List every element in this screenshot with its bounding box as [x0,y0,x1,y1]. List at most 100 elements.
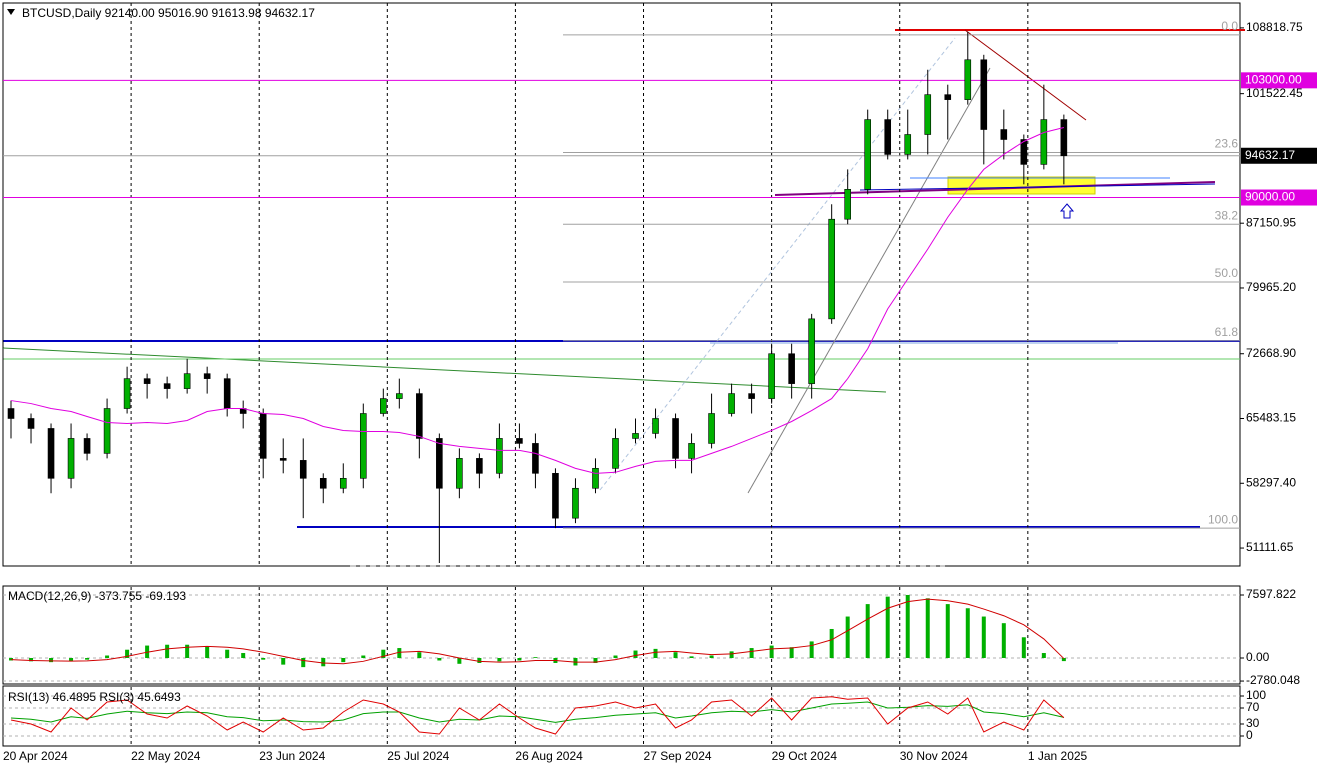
trendline [2,347,887,393]
macd-bar [533,657,538,659]
x-tick-label: 25 Jul 2024 [387,749,449,763]
macd-bar [905,594,910,659]
x-tick-label: 20 Apr 2024 [3,749,68,763]
candle-body [27,418,35,429]
candle-body [904,134,912,155]
price-label-box [1241,147,1317,164]
candle-body [592,468,599,489]
y-tick-label: 108818.75 [1246,20,1303,34]
y-tick-label: 58297.40 [1246,475,1296,489]
x-tick-label: 22 May 2024 [131,749,201,763]
macd-bar [477,658,482,663]
candle-body [884,119,892,155]
macd-bar [789,647,794,659]
candle-body [748,393,755,399]
macd-bar [829,628,834,659]
candle-body [47,428,55,479]
candle-body [708,413,715,444]
x-tick-label: 1 Jan 2025 [1028,749,1088,763]
macd-bar [69,658,74,662]
macd-bar [105,655,110,659]
candle-body [143,378,151,384]
candle-body [436,438,443,489]
y-tick-label: 7597.822 [1246,587,1296,601]
fib-label: 61.8 [1215,325,1239,339]
candle-body [380,398,387,414]
macd-bar [241,653,246,659]
macd-bar [845,616,850,659]
macd-bar [981,616,986,659]
macd-bar [457,658,462,664]
macd-bar [417,652,422,659]
candle-body [279,458,287,461]
macd-title: MACD(12,26,9) -373.755 -69.193 [8,589,186,603]
y-tick-label: 51111.65 [1246,540,1294,554]
macd-bar [165,644,170,659]
moving-average [10,127,1064,474]
candle-body [456,458,463,489]
candle-body [259,413,267,459]
y-tick-label: 70 [1246,700,1260,714]
macd-bar [437,658,442,661]
arrow-up [1059,203,1075,219]
macd-bar [301,658,306,668]
candle-body [980,59,988,130]
candle-body [1040,119,1048,165]
macd-bar [517,658,522,661]
candle-body [339,478,347,489]
candle-body [924,94,932,135]
candle-body [203,373,211,379]
macd-bar [321,658,326,667]
rsi-line [10,701,1064,723]
x-tick-label: 30 Nov 2024 [900,749,968,763]
y-tick-label: 0 [1246,728,1253,742]
y-tick-label: 72668.90 [1246,346,1296,360]
candle-body [1060,119,1068,157]
macd-bar [945,604,950,659]
rsi-panel [2,685,1241,747]
candle-body [319,478,327,489]
trendline [599,37,956,491]
candle-body [652,418,659,434]
y-tick-label: 100 [1246,688,1266,702]
x-tick-label: 29 Oct 2024 [772,749,838,763]
rsi-title: RSI(13) 46.4895 RSI(3) 45.6493 [8,690,181,704]
fib-label: 50.0 [1215,266,1239,280]
candle-body [728,393,735,414]
macd-bar [925,598,930,659]
macd-bar [769,645,774,659]
candle-body [808,318,815,384]
macd-bar [205,646,210,659]
x-tick-label: 23 Jun 2024 [259,749,325,763]
candle-body [688,443,695,459]
macd-bar [361,655,366,659]
macd-bar [1041,653,1046,659]
candle-body [532,443,539,474]
rsi-line [10,696,1065,735]
macd-bar [29,658,34,662]
macd-bar [865,604,870,659]
macd-bar [125,649,130,659]
price-label: 94632.17 [1245,148,1295,162]
macd-bar [653,648,658,659]
macd-bar [225,649,230,659]
candle-body [123,378,131,409]
candle-body [672,418,679,459]
macd-bar [965,608,970,659]
price-label: 90000.00 [1245,190,1295,204]
candle-body [396,393,403,399]
price-label-box [1241,189,1317,206]
macd-bar [749,648,754,659]
trendline [859,183,1216,191]
macd-bar [281,658,286,665]
candle-body [612,438,619,469]
candle-body [632,433,639,439]
macd-bar [689,656,694,659]
macd-bar [729,651,734,659]
macd-bar [85,658,90,660]
macd-bar [9,658,14,661]
candle-body [7,408,15,419]
macd-bar [397,648,402,659]
y-tick-label: 30 [1246,716,1260,730]
